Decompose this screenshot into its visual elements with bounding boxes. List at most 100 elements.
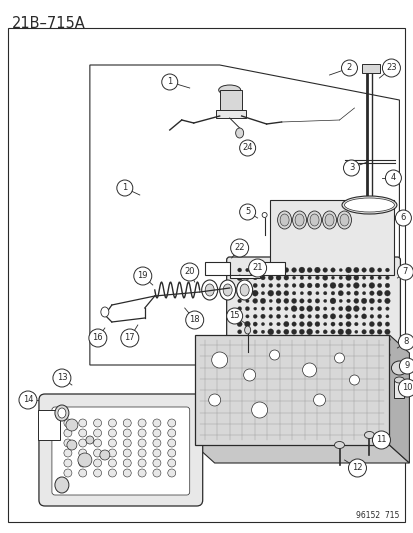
Circle shape [269, 350, 279, 360]
Circle shape [384, 298, 389, 304]
Circle shape [354, 314, 357, 318]
Ellipse shape [337, 211, 351, 229]
Circle shape [290, 306, 296, 312]
Circle shape [314, 321, 319, 327]
Circle shape [313, 394, 325, 406]
Text: 12: 12 [351, 464, 362, 472]
Circle shape [123, 439, 131, 447]
Circle shape [276, 337, 280, 342]
Text: 16: 16 [93, 334, 103, 343]
Circle shape [354, 322, 357, 326]
Circle shape [123, 459, 131, 467]
FancyBboxPatch shape [269, 200, 394, 275]
Circle shape [330, 329, 335, 334]
Circle shape [108, 419, 116, 427]
Circle shape [237, 330, 241, 334]
Circle shape [338, 306, 342, 311]
Circle shape [292, 338, 295, 341]
Circle shape [369, 291, 373, 295]
Circle shape [244, 321, 250, 327]
Circle shape [268, 322, 272, 326]
Ellipse shape [235, 128, 243, 138]
Circle shape [322, 314, 327, 319]
Text: 2: 2 [346, 63, 351, 72]
Circle shape [283, 344, 288, 350]
Circle shape [261, 269, 264, 271]
Circle shape [64, 459, 72, 467]
Circle shape [89, 329, 107, 347]
Circle shape [329, 298, 335, 304]
Circle shape [361, 345, 366, 350]
Text: 5: 5 [244, 207, 250, 216]
Circle shape [123, 429, 131, 437]
Circle shape [314, 298, 319, 303]
Circle shape [261, 322, 264, 326]
Circle shape [108, 449, 116, 457]
Circle shape [369, 337, 373, 342]
Circle shape [276, 268, 280, 272]
Ellipse shape [394, 377, 404, 383]
Circle shape [244, 283, 249, 288]
Circle shape [268, 268, 273, 272]
Ellipse shape [339, 214, 348, 226]
Circle shape [252, 298, 257, 303]
Circle shape [353, 282, 358, 288]
Circle shape [361, 353, 365, 357]
Circle shape [345, 275, 351, 280]
Circle shape [353, 306, 358, 312]
Circle shape [252, 337, 257, 342]
Circle shape [385, 276, 388, 280]
Circle shape [337, 290, 342, 296]
Circle shape [239, 140, 255, 156]
Circle shape [259, 337, 265, 342]
Ellipse shape [261, 213, 266, 217]
Circle shape [275, 290, 280, 296]
Circle shape [276, 314, 280, 319]
Circle shape [353, 291, 358, 295]
Circle shape [376, 329, 381, 334]
Circle shape [337, 283, 342, 288]
Circle shape [377, 276, 380, 279]
Text: 21: 21 [252, 263, 262, 272]
Polygon shape [194, 445, 408, 463]
Circle shape [283, 321, 288, 327]
Polygon shape [204, 262, 284, 278]
Circle shape [253, 314, 256, 318]
Text: 4: 4 [390, 174, 395, 182]
Circle shape [100, 450, 109, 460]
Circle shape [377, 306, 381, 311]
Circle shape [208, 394, 220, 406]
Circle shape [368, 282, 374, 288]
Circle shape [346, 338, 349, 341]
Circle shape [291, 329, 296, 334]
Circle shape [306, 283, 311, 288]
Ellipse shape [218, 85, 240, 95]
Circle shape [244, 345, 249, 350]
Circle shape [245, 330, 248, 334]
Circle shape [248, 259, 266, 277]
Circle shape [268, 314, 272, 318]
Circle shape [138, 439, 146, 447]
Circle shape [298, 352, 304, 358]
Circle shape [230, 239, 248, 257]
Circle shape [330, 268, 335, 272]
Circle shape [354, 330, 357, 334]
Circle shape [116, 180, 133, 196]
Circle shape [152, 449, 161, 457]
Circle shape [306, 329, 312, 335]
Circle shape [283, 298, 288, 303]
Circle shape [361, 314, 366, 319]
Circle shape [299, 314, 304, 319]
Text: 23: 23 [385, 63, 396, 72]
Circle shape [376, 337, 381, 342]
Circle shape [306, 337, 312, 342]
Circle shape [376, 322, 381, 326]
Circle shape [315, 345, 318, 349]
Circle shape [323, 322, 326, 326]
Circle shape [323, 292, 326, 295]
Circle shape [121, 329, 138, 347]
Circle shape [292, 314, 295, 318]
Circle shape [292, 353, 295, 357]
Text: 9: 9 [404, 361, 409, 370]
Text: 19: 19 [137, 271, 148, 280]
